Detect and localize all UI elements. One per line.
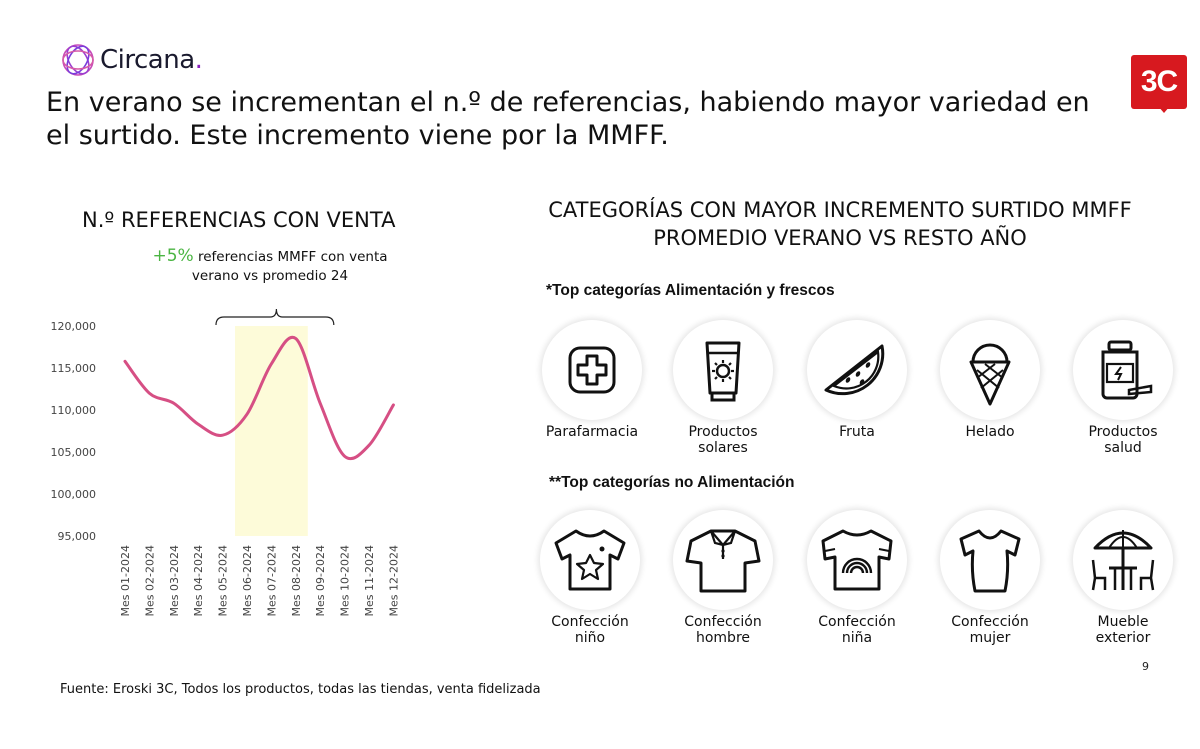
x-tick-label: Mes 07-2024 bbox=[265, 545, 278, 616]
category-circle bbox=[540, 510, 640, 610]
category-circle bbox=[542, 320, 642, 420]
womens-tshirt-icon bbox=[959, 529, 1021, 593]
category-confeccion-nino: Confección niño bbox=[535, 510, 645, 646]
polo-shirt-icon bbox=[685, 529, 761, 593]
nonfood-categories-heading: **Top categorías no Alimentación bbox=[549, 474, 795, 491]
x-tick-label: Mes 04-2024 bbox=[192, 545, 205, 616]
category-label: Mueble exterior bbox=[1095, 614, 1151, 646]
x-tick-label: Mes 02-2024 bbox=[143, 545, 156, 616]
category-confeccion-nina: Confección niña bbox=[802, 510, 912, 646]
badge-tail bbox=[1158, 106, 1170, 113]
sunscreen-icon bbox=[705, 341, 741, 402]
x-tick-label: Mes 10-2024 bbox=[339, 545, 352, 616]
callout-text: referencias MMFF con venta verano vs pro… bbox=[191, 249, 388, 284]
data-point bbox=[221, 434, 224, 437]
supplement-jar-icon bbox=[1101, 340, 1153, 400]
category-label: Confección niña bbox=[818, 614, 896, 646]
category-circle bbox=[807, 510, 907, 610]
category-label: Confección hombre bbox=[684, 614, 762, 646]
category-circle bbox=[807, 320, 907, 420]
medical-cross-icon bbox=[568, 346, 616, 394]
chart-title: N.º REFERENCIAS CON VENTA bbox=[82, 208, 396, 232]
category-circle bbox=[940, 510, 1040, 610]
data-point bbox=[148, 392, 151, 395]
rainbow-tshirt-icon bbox=[821, 529, 893, 591]
y-tick-label: 120,000 bbox=[51, 320, 97, 333]
x-tick-label: Mes 12-2024 bbox=[387, 545, 400, 616]
y-tick-label: 100,000 bbox=[51, 488, 97, 501]
data-point bbox=[246, 413, 249, 416]
x-tick-label: Mes 06-2024 bbox=[241, 545, 254, 616]
page-headline: En verano se incrementan el n.º de refer… bbox=[46, 87, 1090, 151]
callout-percentage: +5% bbox=[152, 246, 194, 266]
category-label: Parafarmacia bbox=[545, 424, 639, 440]
data-point bbox=[319, 402, 322, 405]
category-mueble-exterior: Mueble exterior bbox=[1068, 510, 1178, 646]
y-tick-label: 110,000 bbox=[51, 404, 97, 417]
x-tick-label: Mes 11-2024 bbox=[363, 545, 376, 616]
brand-name: Circana. bbox=[100, 45, 203, 75]
data-point bbox=[392, 403, 395, 406]
page-number: 9 bbox=[1142, 660, 1149, 673]
watermelon-icon bbox=[824, 344, 885, 396]
category-circle bbox=[673, 320, 773, 420]
category-confeccion-mujer: Confección mujer bbox=[935, 510, 1045, 646]
category-circle bbox=[1073, 320, 1173, 420]
category-label: Confección niño bbox=[551, 614, 629, 646]
food-categories-heading: *Top categorías Alimentación y frescos bbox=[546, 282, 835, 299]
y-tick-label: 105,000 bbox=[51, 446, 97, 459]
data-point bbox=[172, 402, 175, 405]
source-note: Fuente: Eroski 3C, Todos los productos, … bbox=[60, 682, 541, 697]
data-point bbox=[343, 455, 346, 458]
data-point bbox=[294, 337, 297, 340]
x-tick-label: Mes 01-2024 bbox=[119, 545, 132, 616]
x-tick-label: Mes 08-2024 bbox=[290, 545, 303, 616]
circana-logo: Circana. bbox=[60, 42, 203, 78]
x-tick-label: Mes 03-2024 bbox=[168, 545, 181, 616]
categories-title: CATEGORÍAS CON MAYOR INCREMENTO SURTIDO … bbox=[548, 198, 1132, 250]
eroski-3c-badge: 3C bbox=[1131, 55, 1187, 109]
category-label: Productos solares bbox=[688, 424, 758, 456]
category-circle bbox=[673, 510, 773, 610]
x-tick-label: Mes 05-2024 bbox=[217, 545, 230, 616]
summer-highlight-band bbox=[235, 326, 308, 536]
patio-furniture-icon bbox=[1091, 530, 1155, 591]
category-label: Productos salud bbox=[1088, 424, 1158, 456]
kids-tshirt-icon bbox=[554, 529, 626, 591]
category-label: Confección mujer bbox=[951, 614, 1029, 646]
category-productos-salud: Productos salud bbox=[1068, 320, 1178, 456]
highlight-brace bbox=[215, 308, 335, 326]
category-label: Fruta bbox=[839, 424, 875, 440]
x-tick-label: Mes 09-2024 bbox=[314, 545, 327, 616]
category-circle bbox=[940, 320, 1040, 420]
data-point bbox=[368, 444, 371, 447]
data-point bbox=[197, 423, 200, 426]
category-confeccion-hombre: Confección hombre bbox=[668, 510, 778, 646]
data-point bbox=[124, 360, 127, 363]
category-helado: Helado bbox=[935, 320, 1045, 440]
y-tick-label: 115,000 bbox=[51, 362, 97, 375]
category-parafarmacia: Parafarmacia bbox=[537, 320, 647, 440]
chart-callout: +5% referencias MMFF con venta verano vs… bbox=[150, 247, 390, 286]
category-circle bbox=[1073, 510, 1173, 610]
data-point bbox=[270, 362, 273, 365]
category-fruta: Fruta bbox=[802, 320, 912, 440]
ice-cream-icon bbox=[969, 343, 1011, 406]
category-productos-solares: Productos solares bbox=[668, 320, 778, 456]
category-label: Helado bbox=[965, 424, 1015, 440]
series-line bbox=[123, 335, 395, 461]
y-tick-label: 95,000 bbox=[58, 530, 97, 543]
circana-logo-icon bbox=[62, 44, 94, 76]
